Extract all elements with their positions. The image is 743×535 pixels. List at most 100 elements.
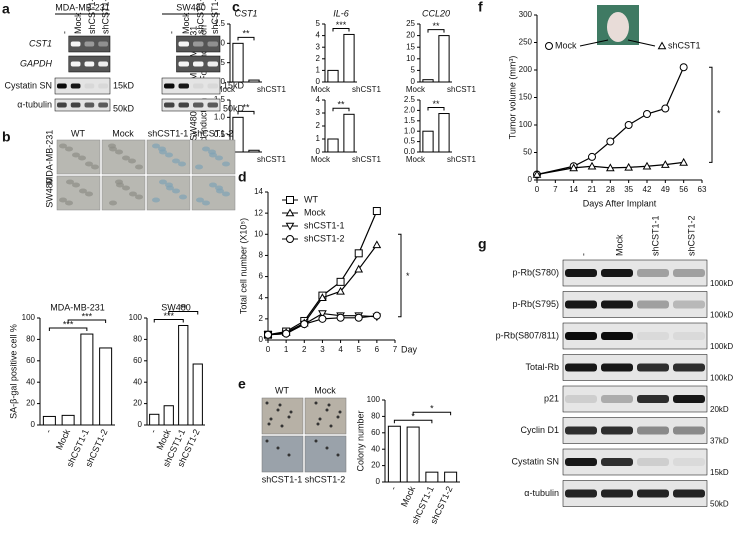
band: [565, 458, 597, 466]
band: [98, 61, 108, 67]
band: [84, 83, 95, 89]
x-tick-label: 0: [266, 345, 271, 354]
y-tick-label: 1.5: [404, 116, 416, 125]
x-tick-label: Mock: [311, 155, 331, 164]
marker: [660, 160, 670, 168]
band: [673, 426, 705, 435]
marker: [354, 249, 363, 258]
cell: [122, 185, 130, 191]
lane-label: -: [578, 253, 588, 256]
band: [193, 61, 204, 67]
x-tick-label: 35: [624, 185, 633, 194]
marker: [372, 311, 381, 320]
y-tick-label: 4: [316, 31, 321, 40]
lane-label: shCST1-1: [196, 0, 206, 34]
row-label: Cyclin D1: [520, 425, 559, 435]
x-axis-label: Days After Implant: [583, 198, 657, 208]
y-tick-label: 150: [519, 93, 533, 102]
significance-bracket: [168, 310, 199, 315]
row-label: Cystatin SN: [511, 456, 559, 466]
band: [637, 363, 669, 372]
band: [98, 83, 108, 89]
cell: [129, 191, 137, 197]
cell: [72, 182, 80, 188]
y-tick-label: 4: [316, 95, 321, 104]
y-tick-label: 80: [133, 335, 142, 344]
marker: [587, 161, 597, 170]
bar: [61, 414, 75, 426]
chart-title: IL-6: [333, 8, 349, 18]
band: [601, 489, 633, 498]
row-label: p21: [544, 393, 559, 403]
y-tick-label: 40: [26, 377, 35, 386]
y-tick-label: 4: [259, 293, 264, 302]
band: [601, 269, 633, 277]
size-marker: 15kD: [113, 80, 135, 90]
y-tick-label: 60: [26, 356, 35, 365]
bar: [343, 113, 355, 153]
x-axis-label: Day: [401, 344, 418, 354]
cell-line-label: MDA-MB-231: [55, 2, 110, 12]
y-tick-label: 12: [254, 208, 263, 217]
x-tick-label: Mock: [216, 85, 236, 94]
micrograph: [146, 175, 191, 211]
x-tick-label: shCST1: [352, 155, 381, 164]
band: [178, 102, 189, 108]
chart-title: CCL20: [422, 8, 450, 18]
colony-photo: [304, 397, 347, 435]
x-tick-label: -: [148, 428, 158, 435]
y-tick-label: 25: [406, 19, 415, 28]
image-column-label: shCST1-1: [148, 128, 189, 138]
band: [673, 300, 705, 309]
mouse: [607, 12, 629, 42]
y-tick-label: 3: [316, 108, 321, 117]
colony: [278, 403, 282, 407]
marker: [354, 264, 364, 273]
marker: [532, 169, 542, 178]
bar: [232, 42, 244, 83]
lane-label: shCST1-2: [101, 0, 111, 34]
band: [178, 83, 189, 89]
marker: [642, 161, 652, 170]
colony-photo: [304, 435, 347, 473]
significance-bracket: [153, 318, 184, 323]
bar: [149, 413, 160, 426]
significance-label: **: [432, 99, 440, 109]
y-tick-label: 60: [133, 356, 142, 365]
colony: [325, 408, 329, 412]
chart-title: MDA-MB-231: [50, 302, 105, 312]
cell: [122, 155, 130, 161]
cell: [59, 197, 67, 203]
x-tick-label: 21: [588, 185, 597, 194]
colony: [314, 439, 318, 443]
significance-label: *: [411, 412, 415, 422]
significance-bracket: [237, 110, 255, 115]
size-marker: 100kD: [710, 279, 733, 288]
y-tick-label: 100: [367, 395, 381, 404]
cell: [152, 197, 160, 203]
lane-label: shCST1-1: [650, 215, 660, 256]
y-tick-label: 40: [371, 444, 380, 453]
bar: [343, 33, 355, 83]
row-label: MDA-MB-231: [188, 26, 198, 81]
blot-row: [54, 98, 111, 112]
image-label: WT: [275, 385, 289, 395]
x-tick-label: shCST1: [257, 155, 286, 164]
series-line: [536, 67, 685, 176]
significance-label: **: [242, 103, 250, 113]
y-tick-label: 0: [376, 477, 381, 486]
significance-bracket: [48, 327, 88, 332]
cell: [85, 191, 93, 197]
colony: [338, 410, 342, 414]
cell: [179, 194, 187, 200]
marker: [336, 277, 345, 286]
band: [57, 102, 67, 108]
y-tick-label: 1.5: [214, 19, 226, 28]
legend-label: shCST1-1: [304, 220, 345, 230]
y-tick-label: 0.5: [404, 137, 416, 146]
y-tick-label: 200: [519, 65, 533, 74]
y-tick-label: 20: [371, 461, 380, 470]
marker: [286, 235, 294, 243]
colony: [265, 401, 269, 405]
